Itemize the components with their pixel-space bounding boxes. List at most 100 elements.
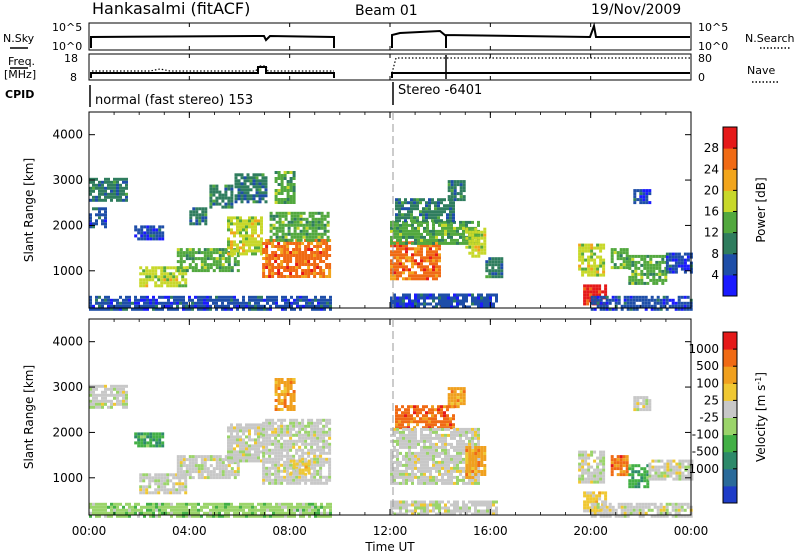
velocity-echo-cell: [390, 448, 393, 452]
power-echo-cell: [155, 231, 159, 235]
power-echo-cell: [500, 263, 504, 267]
velocity-echo-cell: [292, 405, 296, 408]
velocity-echo-cell: [286, 387, 290, 390]
velocity-echo-cell: [158, 432, 162, 436]
power-echo-cell: [195, 210, 199, 214]
velocity-echo-cell: [408, 433, 411, 437]
velocity-echo-cell: [239, 505, 242, 509]
velocity-echo-cell: [277, 454, 281, 458]
velocity-echo-cell: [313, 451, 317, 455]
velocity-echo-cell: [314, 505, 317, 509]
power-echo-cell: [447, 241, 450, 245]
power-echo-cell: [616, 251, 620, 255]
power-echo-cell: [274, 260, 278, 263]
velocity-echo-cell: [456, 405, 460, 409]
velocity-echo-cell: [262, 424, 266, 428]
velocity-echo-cell: [197, 508, 200, 512]
power-echo-cell: [648, 201, 652, 205]
power-echo-cell: [221, 196, 225, 200]
power-echo-cell: [434, 213, 437, 217]
power-echo-cell: [261, 194, 265, 198]
power-echo-cell: [447, 305, 450, 309]
velocity-echo-cell: [248, 508, 251, 512]
power-echo-cell: [268, 269, 272, 272]
power-echo-cell: [414, 238, 417, 242]
power-echo-cell: [653, 307, 657, 311]
velocity-echo-cell: [393, 506, 396, 510]
power-echo-cell: [474, 239, 478, 243]
power-echo-cell: [254, 295, 257, 299]
power-echo-cell: [218, 248, 222, 252]
power-echo-cell: [416, 204, 419, 208]
power-echo-cell: [308, 298, 311, 302]
power-echo-cell: [429, 296, 432, 300]
velocity-echo-cell: [304, 460, 308, 464]
power-echo-cell: [305, 235, 309, 239]
power-echo-cell: [323, 226, 327, 230]
power-echo-cell: [326, 304, 329, 308]
velocity-echo-cell: [310, 430, 314, 434]
power-echo-cell: [184, 284, 188, 288]
power-echo-cell: [286, 260, 290, 263]
power-echo-cell: [215, 295, 218, 299]
velocity-echo-cell: [328, 466, 332, 470]
velocity-echo-cell: [203, 458, 207, 462]
velocity-echo-cell: [402, 475, 405, 479]
power-echo-cell: [251, 231, 254, 235]
velocity-echo-cell: [113, 387, 116, 391]
velocity-echo-cell: [462, 402, 466, 406]
velocity-echo-cell: [423, 457, 426, 461]
velocity-echo-cell: [110, 508, 113, 512]
velocity-echo-cell: [239, 514, 242, 518]
velocity-echo-cell: [453, 509, 456, 513]
velocity-echo-cell: [286, 442, 290, 446]
power-echo-cell: [444, 293, 447, 297]
power-echo-cell: [483, 245, 487, 249]
power-echo-cell: [233, 231, 236, 235]
power-echo-cell: [271, 269, 275, 272]
velocity-echo-cell: [182, 514, 185, 518]
velocity-echo-cell: [179, 455, 183, 459]
velocity-echo-cell: [119, 511, 122, 515]
velocity-echo-cell: [107, 387, 110, 391]
power-echo-cell: [640, 254, 644, 258]
velocity-echo-cell: [260, 429, 263, 433]
velocity-echo-cell: [283, 430, 287, 434]
power-echo-cell: [399, 223, 402, 227]
power-echo-cell: [212, 298, 215, 302]
velocity-echo-cell: [402, 478, 405, 482]
power-echo-cell: [290, 304, 293, 308]
power-echo-cell: [417, 244, 420, 248]
velocity-echo-cell: [495, 506, 498, 510]
velocity-echo-cell: [453, 445, 456, 449]
velocity-echo-cell: [160, 476, 164, 480]
power-echo-cell: [287, 304, 290, 308]
velocity-echo-cell: [283, 439, 287, 443]
power-echo-cell: [587, 273, 591, 277]
velocity-echo-cell: [158, 435, 162, 439]
power-echo-cell: [248, 304, 251, 308]
velocity-echo-cell: [423, 500, 426, 504]
velocity-echo-cell: [456, 469, 459, 473]
velocity-echo-cell: [456, 387, 460, 391]
power-echo-cell: [293, 223, 297, 227]
power-echo-cell: [408, 274, 411, 278]
velocity-echo-cell: [311, 508, 314, 512]
velocity-echo-cell: [260, 502, 263, 506]
velocity-echo-cell: [441, 466, 444, 470]
velocity-echo-cell: [432, 451, 435, 455]
power-echo-cell: [410, 210, 413, 214]
power-echo-cell: [142, 272, 146, 276]
power-echo-cell: [113, 298, 116, 302]
power-echo-cell: [246, 185, 250, 189]
velocity-echo-cell: [431, 426, 434, 430]
velocity-echo-cell: [471, 452, 475, 455]
velocity-echo-cell: [110, 505, 113, 509]
velocity-echo-cell: [277, 433, 281, 437]
power-echo-cell: [683, 270, 687, 274]
velocity-echo-cell: [233, 473, 237, 477]
power-echo-cell: [192, 207, 196, 211]
velocity-echo-cell: [426, 460, 429, 464]
velocity-echo-cell: [435, 460, 438, 464]
velocity-echo-cell: [450, 393, 454, 397]
